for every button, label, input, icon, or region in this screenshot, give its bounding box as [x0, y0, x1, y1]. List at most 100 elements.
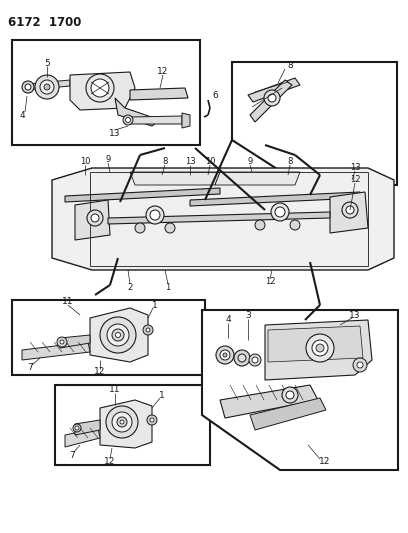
Polygon shape [130, 116, 182, 124]
Circle shape [135, 223, 145, 233]
Polygon shape [90, 308, 148, 362]
Text: 12: 12 [94, 367, 106, 376]
Text: 12: 12 [350, 175, 360, 184]
Circle shape [165, 223, 175, 233]
Bar [12, 300, 205, 375]
Polygon shape [28, 80, 70, 90]
Polygon shape [75, 200, 110, 240]
Circle shape [316, 344, 324, 352]
Circle shape [312, 340, 328, 356]
Polygon shape [220, 385, 318, 418]
Text: 13: 13 [109, 128, 121, 138]
Text: 5: 5 [44, 59, 50, 68]
Text: 12: 12 [104, 457, 116, 466]
Circle shape [126, 117, 131, 123]
Polygon shape [330, 192, 368, 233]
Circle shape [353, 358, 367, 372]
Polygon shape [52, 168, 394, 270]
Circle shape [238, 354, 246, 362]
Text: 12: 12 [265, 278, 275, 287]
Polygon shape [70, 72, 135, 110]
Circle shape [112, 329, 124, 341]
Text: 3: 3 [245, 311, 251, 320]
Text: 9: 9 [105, 156, 111, 165]
Text: 2: 2 [127, 282, 133, 292]
Polygon shape [232, 62, 397, 185]
Circle shape [35, 75, 59, 99]
Circle shape [57, 337, 67, 347]
Circle shape [87, 210, 103, 226]
Text: 7: 7 [69, 450, 75, 459]
Circle shape [73, 424, 81, 432]
Text: 4: 4 [19, 110, 25, 119]
Circle shape [120, 420, 124, 424]
Circle shape [264, 90, 280, 106]
Bar [55, 385, 210, 465]
Polygon shape [248, 78, 300, 102]
Circle shape [271, 203, 289, 221]
Circle shape [25, 84, 31, 90]
Text: 8: 8 [162, 157, 168, 166]
Text: 10: 10 [80, 157, 90, 166]
Circle shape [40, 80, 54, 94]
Circle shape [60, 340, 64, 344]
Circle shape [100, 317, 136, 353]
Text: 13: 13 [185, 157, 195, 166]
Text: 1: 1 [152, 301, 158, 310]
Circle shape [150, 210, 160, 220]
Bar [12, 40, 200, 145]
Circle shape [286, 391, 294, 399]
Circle shape [112, 412, 132, 432]
Circle shape [91, 79, 109, 97]
Text: 8: 8 [287, 157, 293, 166]
Circle shape [146, 328, 150, 332]
Circle shape [91, 214, 99, 222]
Circle shape [223, 353, 227, 357]
Circle shape [123, 115, 133, 125]
Text: 12: 12 [319, 457, 331, 466]
Text: 4: 4 [225, 316, 231, 325]
Polygon shape [100, 400, 152, 448]
Circle shape [275, 207, 285, 217]
Circle shape [252, 357, 258, 363]
Text: 6172  1700: 6172 1700 [8, 16, 81, 29]
Circle shape [216, 346, 234, 364]
Circle shape [22, 81, 34, 93]
Circle shape [146, 206, 164, 224]
Circle shape [117, 417, 127, 427]
Circle shape [86, 74, 114, 102]
Polygon shape [130, 172, 220, 185]
Text: 7: 7 [27, 364, 33, 373]
Polygon shape [108, 212, 330, 224]
Text: 11: 11 [62, 297, 74, 306]
Text: 6: 6 [212, 92, 218, 101]
Text: 1: 1 [165, 282, 171, 292]
Circle shape [115, 333, 120, 337]
Text: 11: 11 [109, 385, 121, 394]
Circle shape [357, 362, 363, 368]
Circle shape [106, 406, 138, 438]
Circle shape [75, 426, 79, 430]
Polygon shape [75, 420, 100, 435]
Text: 13: 13 [349, 311, 361, 319]
Circle shape [44, 84, 50, 90]
Circle shape [143, 325, 153, 335]
Circle shape [268, 94, 276, 102]
Polygon shape [202, 310, 398, 470]
Polygon shape [190, 192, 360, 206]
Polygon shape [215, 172, 300, 185]
Circle shape [282, 387, 298, 403]
Polygon shape [268, 326, 363, 362]
Polygon shape [65, 188, 220, 202]
Text: 8: 8 [287, 61, 293, 70]
Circle shape [290, 220, 300, 230]
Text: 1: 1 [159, 391, 165, 400]
Polygon shape [60, 335, 90, 348]
Polygon shape [130, 88, 188, 100]
Circle shape [249, 354, 261, 366]
Text: 10: 10 [205, 157, 215, 166]
Text: 13: 13 [350, 164, 360, 173]
Text: 12: 12 [157, 68, 169, 77]
Circle shape [107, 324, 129, 346]
Polygon shape [250, 80, 292, 122]
